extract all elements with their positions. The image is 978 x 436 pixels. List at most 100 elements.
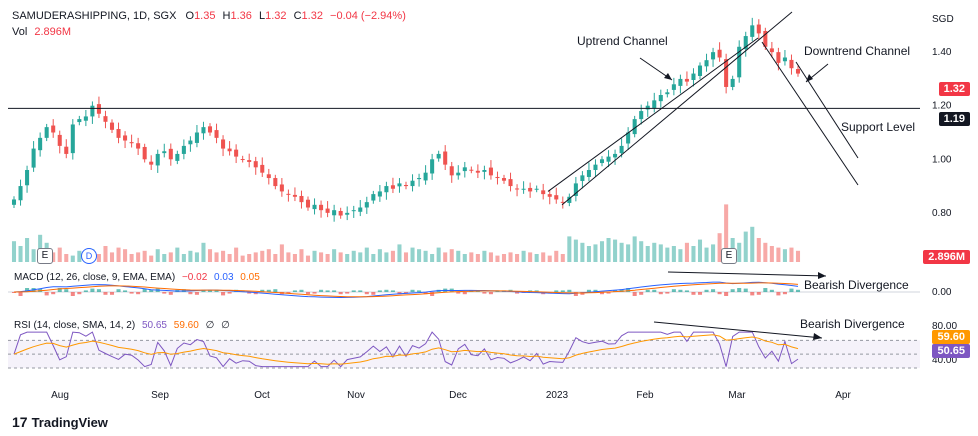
macd-histogram-bar — [639, 292, 644, 295]
candle-body — [482, 170, 487, 172]
candle-body — [456, 172, 461, 176]
candle-body — [560, 201, 565, 203]
macd-histogram-bar — [18, 292, 23, 296]
volume-bar — [253, 252, 258, 262]
macd-histogram-bar — [724, 292, 729, 296]
x-tick-label: Dec — [449, 390, 467, 401]
dividend-marker[interactable]: D — [81, 248, 97, 264]
macd-histogram-bar — [462, 292, 467, 295]
candle-body — [207, 126, 213, 133]
earnings-marker-2[interactable]: E — [721, 248, 737, 264]
volume-bar — [508, 252, 513, 262]
candle-body — [57, 134, 62, 146]
volume-bar — [436, 247, 441, 262]
macd-histogram-bar — [51, 292, 56, 295]
volume-bar — [77, 250, 82, 262]
rsi-value: 50.65 — [141, 320, 167, 331]
macd-histogram-bar — [136, 292, 141, 295]
x-tick-label: 2023 — [546, 390, 569, 401]
volume-bar — [776, 247, 781, 262]
volume-bar — [18, 246, 23, 262]
macd-histogram-bar — [397, 292, 402, 295]
volume-bar — [475, 254, 480, 262]
volume-bar — [417, 249, 422, 262]
macd-signal-value: 0.05 — [240, 272, 260, 283]
volume-bar — [704, 247, 709, 262]
candle-body — [697, 65, 703, 76]
bearish-divergence-rsi-label: Bearish Divergence — [800, 317, 905, 331]
volume-bar — [430, 254, 435, 262]
volume-bar — [168, 252, 173, 262]
candle-body — [18, 186, 23, 201]
candle-body — [462, 167, 467, 172]
rsi-upper-value: ∅ — [205, 320, 215, 331]
macd-histogram-bar — [312, 292, 317, 294]
candle-body — [541, 190, 546, 195]
candle-body — [305, 199, 311, 208]
x-tick-label: Apr — [835, 390, 851, 401]
rsi-line — [13, 331, 799, 368]
low-label: L — [258, 10, 266, 22]
macd-histogram-bar — [743, 288, 748, 292]
candle-body — [260, 164, 265, 173]
candle-body — [515, 188, 520, 190]
macd-histogram-bar — [149, 289, 154, 292]
volume-bar — [201, 242, 206, 262]
volume-bar — [645, 246, 650, 262]
volume-bar — [469, 252, 474, 262]
change-value: −0.04 (−2.94%) — [330, 10, 406, 22]
volume-bar — [449, 249, 454, 262]
volume-bar — [319, 252, 324, 262]
macd-histogram-bar — [96, 289, 101, 292]
macd-histogram-bar — [567, 289, 572, 292]
candle-body — [299, 195, 304, 203]
macd-histogram-bar — [260, 289, 265, 292]
tradingview-brand[interactable]: 17 TradingView — [12, 414, 108, 430]
candle-body — [580, 175, 585, 181]
macd-histogram-bar — [606, 292, 611, 294]
macd-histogram-bar — [319, 289, 324, 292]
earnings-marker[interactable]: E — [37, 248, 53, 264]
volume-bar — [57, 247, 62, 262]
candle-body — [632, 119, 637, 135]
x-tick-label: Nov — [347, 390, 365, 401]
macd-histogram-bar — [142, 288, 147, 292]
candle-body — [377, 191, 382, 197]
volume-bar — [586, 246, 591, 262]
candle-body — [658, 95, 663, 102]
candle-body — [567, 196, 572, 203]
candle-body — [639, 111, 644, 120]
volume-bar — [377, 249, 382, 262]
candle-body — [194, 132, 199, 143]
rsi-label: RSI (14, close, SMA, 14, 2) — [14, 320, 136, 331]
macd-histogram-bar — [626, 288, 631, 292]
candle-body — [201, 127, 206, 134]
candle-body — [155, 153, 160, 166]
uptrend-channel-upper — [547, 37, 759, 192]
macd-histogram-bar — [488, 292, 493, 295]
volume-bar — [181, 254, 186, 262]
volume-bar — [619, 242, 624, 262]
volume-bar — [678, 249, 683, 262]
candle-body — [136, 143, 141, 149]
candle-body — [175, 153, 180, 161]
low-value: 1.32 — [265, 10, 287, 22]
candle-body — [711, 52, 716, 60]
candle-body — [763, 30, 768, 47]
candle-body — [743, 36, 748, 50]
volume-bar — [266, 249, 271, 262]
macd-histogram-bar — [194, 292, 199, 295]
volume-bar — [521, 250, 526, 262]
macd-histogram-bar — [188, 292, 193, 295]
currency-label: SGD — [932, 14, 954, 25]
candle-body — [436, 153, 441, 159]
candle-body — [77, 119, 82, 123]
macd-histogram-bar — [423, 292, 428, 295]
volume-bar — [743, 231, 748, 262]
macd-histogram-bar — [652, 289, 657, 292]
volume-bar — [756, 238, 761, 262]
macd-histogram-bar — [64, 289, 69, 292]
y-tick-label: 1.40 — [932, 47, 952, 58]
candle-body — [521, 188, 526, 190]
